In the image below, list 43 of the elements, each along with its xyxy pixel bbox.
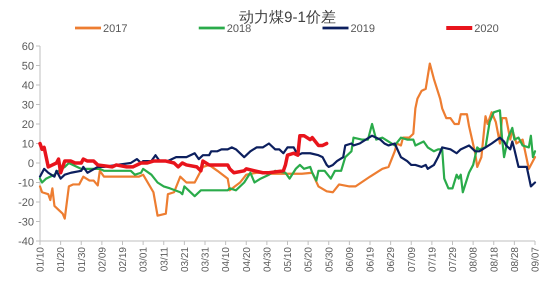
x-tick-label: 07/29 bbox=[448, 246, 459, 272]
x-tick-label: 02/09 bbox=[97, 246, 108, 272]
x-tick-label: 05/20 bbox=[304, 246, 315, 272]
x-tick-label: 04/20 bbox=[242, 246, 253, 272]
x-tick-label: 01/20 bbox=[56, 246, 68, 272]
y-tick-label: 60 bbox=[22, 41, 34, 53]
x-tick-label: 03/11 bbox=[159, 246, 170, 272]
x-tick-label: 08/28 bbox=[510, 246, 521, 272]
x-tick-label: 09/07 bbox=[530, 246, 542, 272]
x-tick-label: 03/21 bbox=[180, 246, 191, 272]
x-tick-label: 06/29 bbox=[386, 246, 398, 272]
x-tick-label: 06/09 bbox=[344, 246, 356, 272]
y-tick-label: -30 bbox=[18, 216, 34, 228]
line-series bbox=[38, 134, 328, 174]
x-tick-label: 03/01 bbox=[138, 246, 150, 272]
x-tick-label: 01/30 bbox=[76, 246, 88, 272]
x-tick-label: 06/19 bbox=[366, 246, 376, 272]
x-tick-label: 02/19 bbox=[118, 246, 129, 272]
x-tick-label: 03/31 bbox=[200, 246, 212, 272]
y-tick-label: -40 bbox=[18, 236, 34, 248]
legend-label: 2019 bbox=[350, 23, 375, 35]
y-tick-label: 20 bbox=[22, 119, 34, 131]
legend-label: 2020 bbox=[474, 23, 499, 35]
y-tick-label: -20 bbox=[18, 197, 34, 209]
legend-label: 2018 bbox=[226, 23, 252, 35]
line-series bbox=[38, 62, 536, 220]
x-tick-label: 07/09 bbox=[406, 246, 418, 272]
x-tick-label: 08/08 bbox=[468, 246, 480, 272]
x-tick-label: 01/10 bbox=[36, 246, 46, 272]
y-tick-label: -10 bbox=[18, 178, 34, 190]
x-tick-label: 05/30 bbox=[324, 246, 336, 272]
legend-label: 2017 bbox=[103, 23, 128, 35]
y-tick-label: 0 bbox=[28, 158, 34, 170]
x-tick-label: 05/10 bbox=[283, 246, 294, 272]
x-tick-label: 04/30 bbox=[262, 246, 274, 272]
y-tick-label: 50 bbox=[22, 60, 34, 72]
y-tick-label: 30 bbox=[22, 100, 34, 112]
x-tick-label: 08/18 bbox=[489, 246, 500, 272]
x-tick-label: 07/19 bbox=[427, 246, 438, 272]
x-tick-label: 04/10 bbox=[221, 246, 232, 272]
chart-title: 动力煤9-1价差 bbox=[239, 9, 336, 26]
y-tick-label: 10 bbox=[22, 138, 34, 150]
y-tick-label: 40 bbox=[22, 80, 34, 92]
